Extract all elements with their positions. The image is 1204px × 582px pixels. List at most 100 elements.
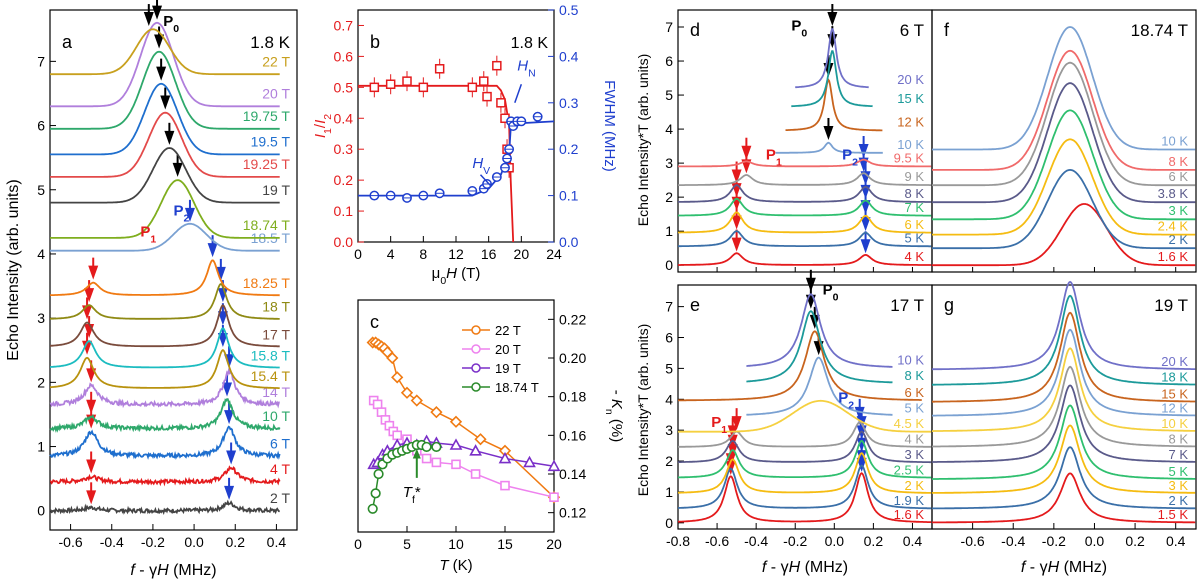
panel-a-p2-arrow (184, 207, 195, 222)
panel-b-left-ytick-label: 0.2 (334, 172, 354, 188)
panel-c-legend-marker (471, 382, 481, 392)
panel-c-xtick-label: 0 (354, 536, 362, 552)
panel-b-right-ytick-label: 0.4 (559, 48, 579, 64)
panel-d-p0-label: P0 (791, 17, 807, 39)
panel-g-xtick-label: -0.4 (1001, 533, 1025, 549)
panel-f-trace-5 (932, 61, 1196, 187)
panel-c-ytick-label: 0.18 (559, 389, 586, 405)
panel-e-ytick-label: 3 (665, 422, 673, 438)
panel-d-field: 6 T (900, 21, 924, 40)
panel-b-left-ytick-label: 0.7 (334, 17, 354, 33)
panel-d-trace-label: 15 K (897, 91, 924, 106)
panel-d-trace-5 (678, 172, 932, 186)
panel-b-left-ytick-label: 0.4 (334, 110, 354, 126)
panel-c-xtick-label: 20 (546, 536, 562, 552)
panel-a-trace-label: 19 T (262, 182, 290, 198)
panel-g-xlabel: f - γH (MHz) (1021, 559, 1107, 576)
panel-c-point (430, 406, 443, 419)
panel-f-field: 18.74 T (1131, 21, 1188, 40)
panel-e-trace-label: 1.9 K (894, 493, 925, 508)
panel-d-p1-arrow (741, 145, 752, 160)
panel-e-ytick-label: 5 (665, 360, 673, 376)
panel-d-ytick-label: 5 (665, 87, 673, 103)
panel-g-trace-label: 5 K (1168, 464, 1188, 479)
panel-d-ytick-label: 6 (665, 53, 673, 69)
panel-e-ylabel: Echo Intensity*T (arb. units) (635, 324, 651, 496)
panel-c-letter: c (370, 312, 379, 332)
panel-a-p0-arrow (156, 66, 167, 81)
panel-a-p0-label: P0 (163, 13, 179, 35)
panel-f-trace-0 (932, 203, 1196, 267)
panel-c-point (431, 441, 442, 453)
panel-a-ytick-label: 1 (37, 439, 45, 455)
panel-g-trace-6 (932, 347, 1196, 432)
panel-f-trace-label: 2.4 K (1158, 218, 1189, 233)
panel-d-trace-label: 9.5 K (894, 150, 925, 165)
panel-b-ratio-point (492, 60, 502, 71)
panel-a-trace-1 (49, 465, 281, 487)
panel-c-xtick-label: 15 (497, 536, 513, 552)
panel-e-trace-label: 10 K (897, 353, 924, 368)
panel-a-trace-label: 19.25 T (243, 156, 291, 172)
panel-a-trace-12 (50, 147, 280, 204)
panel-c-point (386, 351, 399, 365)
panel-g-trace-8 (932, 311, 1196, 403)
panel-a-trace-0 (49, 499, 280, 516)
panel-e-trace-label: 8 K (904, 368, 924, 383)
panel-a-trace-16 (50, 21, 280, 108)
panel-c-point (451, 459, 461, 470)
panel-b-right-ytick-label: 0.5 (559, 2, 579, 18)
panel-a-trace-3 (49, 398, 281, 434)
panel-e-trace-4 (678, 430, 932, 464)
panel-c-ylabel: - Kn (%) (603, 390, 625, 443)
panel-e-ytick-label: 2 (665, 453, 673, 469)
panel-a-trace-label: 18 T (262, 299, 290, 315)
panel-a-trace-14 (50, 82, 280, 156)
panel-c-point (523, 455, 536, 468)
panel-e-trace-9 (746, 310, 893, 384)
panel-c-legend-label: 18.74 T (495, 380, 539, 395)
panel-d-trace-9 (791, 50, 873, 108)
panel-d-trace-3 (678, 197, 932, 217)
panel-a-xtick-label: 0.4 (267, 534, 287, 550)
panel-b-temperature: 1.8 K (511, 35, 549, 52)
panel-d-trace-10 (795, 28, 869, 89)
panel-e-trace-label: 6 K (904, 385, 924, 400)
panel-b-hn-arrow (514, 83, 523, 104)
panel-f-trace-7 (932, 26, 1196, 151)
panel-a-xlabel: f - γH (MHz) (130, 562, 216, 579)
panel-a-p1-label: P1 (140, 223, 156, 245)
panel-d-p2-arrow (860, 217, 871, 232)
panel-c-xtick-label: 5 (403, 536, 411, 552)
panel-e-xtick-label: 0.0 (825, 533, 845, 549)
panel-c-series-line (372, 341, 555, 498)
panel-c-point (373, 468, 384, 480)
panel-a-p1-arrow (84, 288, 95, 303)
panel-c-xtick-label: 10 (448, 536, 464, 552)
panel-d-trace-2 (678, 211, 932, 234)
panel-d-p2-label: P2 (842, 147, 858, 169)
panel-b-xtick-label: 4 (387, 246, 395, 262)
panel-e-trace-label: 1.6 K (894, 507, 925, 522)
panel-b-ratio-point (467, 82, 478, 93)
panel-a-ytick-label: 0 (37, 503, 45, 519)
panel-e-ytick-label: 6 (665, 330, 673, 346)
panel-c-legend-label: 22 T (495, 323, 521, 338)
panel-c-legend-label: 19 T (495, 361, 521, 376)
panel-g-trace-1 (932, 446, 1196, 510)
panel-e-field: 17 T (890, 296, 924, 315)
panel-a-trace-label: 14 T (262, 384, 290, 400)
panel-d-p1-arrow (741, 159, 752, 174)
panel-d-p2-arrow (860, 171, 871, 186)
panel-g-trace-label: 7 K (1168, 447, 1188, 462)
panel-a-trace-label: 19.5 T (251, 134, 291, 150)
panel-b-ratio-point (496, 98, 506, 108)
panel-b-ratio-point (479, 76, 489, 86)
panel-d-p1-arrow (731, 237, 742, 252)
panel-a-trace-15 (50, 50, 280, 130)
panel-d-trace-label: 10 K (897, 137, 924, 152)
panel-a-ytick-label: 5 (37, 182, 45, 198)
panel-c-point (392, 430, 403, 441)
